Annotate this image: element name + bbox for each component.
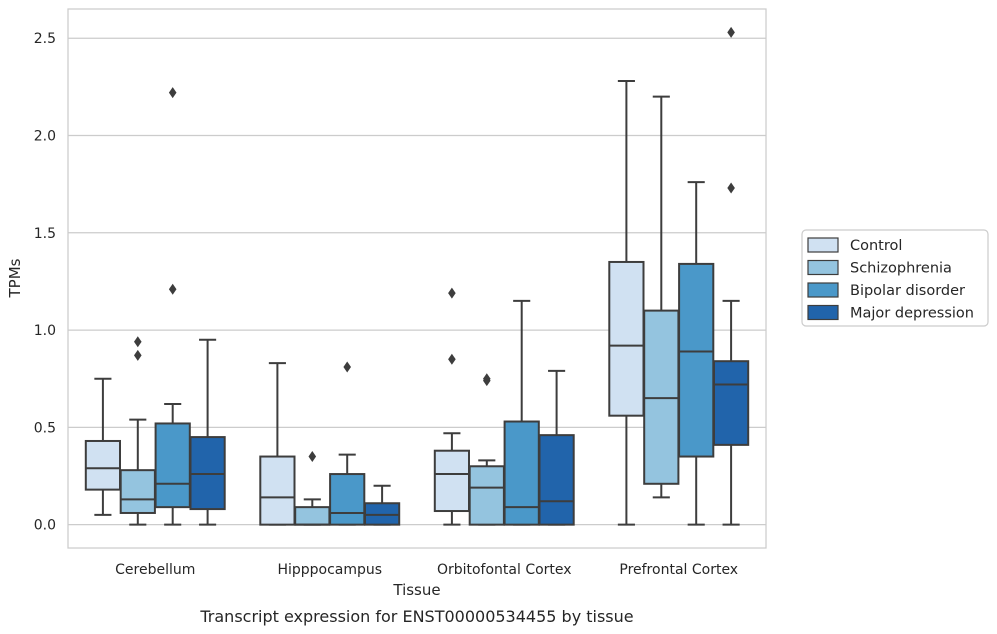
x-axis-ticks: Cerebellum Hipppocampus Orbitofontal Corte… [115, 562, 738, 578]
box-iqr [503, 420, 540, 526]
y-tick-label: 1.5 [34, 226, 56, 242]
box-2-2 [503, 299, 540, 526]
box-0-1 [119, 336, 156, 526]
box-iqr [538, 434, 575, 526]
box-iqr [712, 360, 750, 446]
outlier-point [168, 87, 177, 99]
box-2-0 [433, 287, 471, 526]
box-iqr [608, 260, 645, 417]
box-1-0 [259, 362, 296, 526]
outlier-point [308, 451, 317, 463]
box-iqr [678, 262, 715, 458]
box-iqr [329, 473, 366, 526]
box-iqr [259, 455, 296, 526]
outlier-point [448, 353, 456, 365]
chart-caption: Transcript expression for ENST0000053445… [199, 607, 633, 626]
legend-frame [801, 229, 989, 327]
box-iqr [433, 449, 471, 513]
x-tick-label: Cerebellum [115, 562, 195, 578]
x-axis-label: Tissue [392, 581, 440, 599]
y-tick-label: 2.5 [34, 31, 56, 47]
box-3-0 [608, 79, 645, 526]
box-2-1 [468, 373, 505, 526]
legend-label: Control [850, 238, 902, 254]
legend-item: Bipolar disorder [807, 282, 965, 299]
x-tick-label: Hipppocampus [277, 562, 382, 578]
y-tick-label: 0.0 [34, 518, 56, 534]
box-groups [84, 26, 750, 526]
y-axis-label: TPMs [6, 258, 24, 298]
legend-swatch [807, 282, 839, 298]
legend-swatch [807, 237, 839, 253]
outlier-point [727, 26, 735, 38]
outlier-point [448, 287, 456, 299]
y-tick-label: 1.0 [34, 323, 56, 339]
box-2-3 [538, 369, 575, 526]
legend-swatch [807, 304, 839, 321]
box-iqr [468, 465, 505, 526]
box-iqr [294, 506, 331, 526]
legend-item: Control [807, 237, 902, 254]
box-1-2 [329, 361, 366, 526]
box-0-2 [154, 87, 191, 526]
box-1-3 [363, 484, 401, 526]
box-3-3 [712, 26, 750, 526]
legend-label: Major depression [850, 306, 974, 322]
legend-item: Major depression [807, 304, 974, 322]
outlier-point [483, 373, 491, 385]
box-iqr [119, 469, 156, 514]
y-tick-label: 2.0 [34, 128, 56, 144]
legend-label: Schizophrenia [850, 261, 952, 277]
box-iqr [154, 422, 191, 509]
box-iqr [84, 439, 122, 491]
box-3-2 [678, 181, 715, 526]
x-tick-label: Prefrontal Cortex [619, 562, 738, 578]
outlier-point [134, 336, 142, 348]
legend-label: Bipolar disorder [850, 283, 965, 299]
box-0-3 [189, 338, 226, 526]
y-axis-ticks: 0.0 0.5 1.0 1.5 2.0 2.5 [34, 31, 56, 533]
legend-swatch [807, 259, 839, 276]
outlier-point [343, 361, 351, 373]
box-1-1 [294, 451, 331, 526]
legend: Control Schizophrenia Bipolar disorder Majo… [801, 229, 989, 327]
outlier-point [168, 283, 177, 295]
box-0-0 [84, 377, 122, 516]
plot-frame [67, 8, 767, 549]
box-3-1 [643, 95, 680, 499]
legend-item: Schizophrenia [807, 259, 952, 277]
outlier-point [134, 349, 142, 361]
y-tick-label: 0.5 [34, 420, 56, 436]
outlier-point [727, 182, 735, 194]
x-tick-label: Orbitofontal Cortex [437, 562, 572, 578]
